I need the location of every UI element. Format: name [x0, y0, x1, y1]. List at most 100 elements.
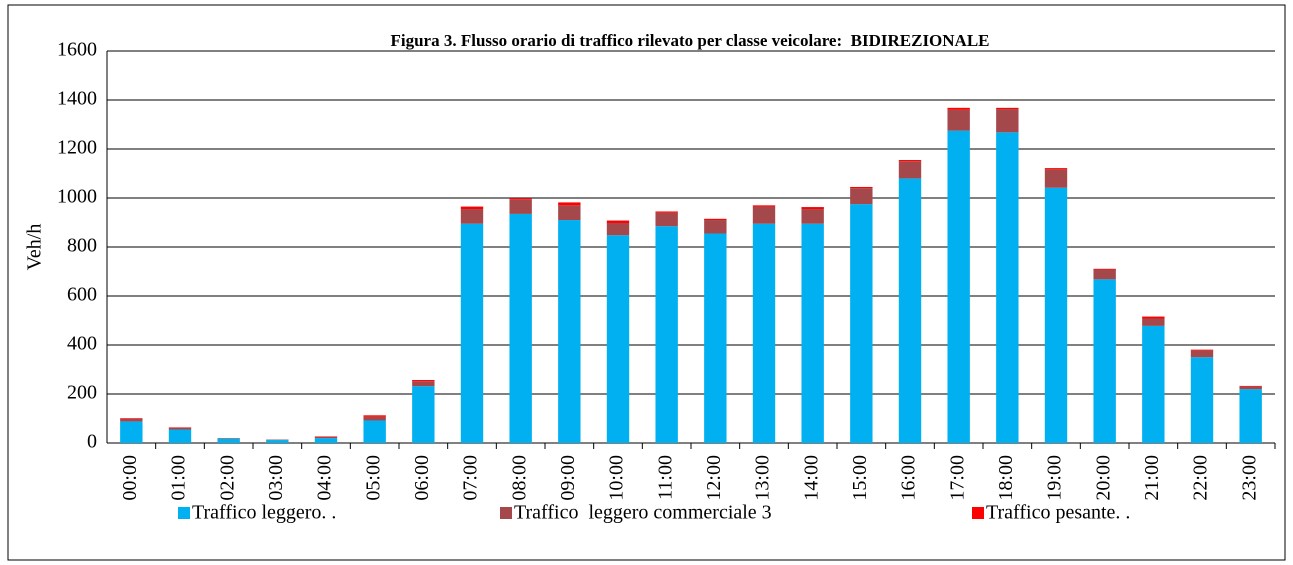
bar-segment	[509, 198, 532, 200]
y-tick-label: 1200	[57, 137, 97, 159]
bar-segment	[509, 213, 532, 443]
bar-segment	[558, 202, 581, 206]
bar-segment	[412, 380, 435, 382]
bar-segment	[460, 223, 484, 443]
bar-segment	[996, 107, 1019, 110]
y-tick-label: 600	[67, 284, 97, 306]
bar-segment	[509, 199, 532, 214]
x-tick-label: 10:00	[606, 455, 628, 501]
bar-segment	[168, 429, 192, 443]
bar-segment	[704, 220, 727, 234]
bar-segment	[412, 381, 435, 387]
chart-frame	[7, 4, 1286, 561]
y-tick-label: 400	[67, 333, 97, 355]
x-tick-label: 22:00	[1190, 455, 1212, 501]
bar-segment	[1190, 350, 1214, 358]
bar-segment	[558, 220, 581, 443]
bar-segment	[1044, 168, 1068, 170]
bar-segment	[217, 438, 240, 443]
bar-segment	[850, 188, 873, 205]
x-tick-label: 01:00	[168, 455, 190, 501]
bar-segment	[947, 109, 970, 131]
bar-segment	[1142, 318, 1165, 326]
bar-segment	[558, 205, 581, 221]
bar-segment	[752, 205, 776, 207]
bar-segment	[655, 212, 678, 227]
bar-segment	[1142, 316, 1165, 319]
x-tick-label: 05:00	[362, 455, 384, 501]
x-tick-label: 20:00	[1092, 455, 1114, 501]
x-tick-label: 14:00	[800, 455, 822, 501]
bar-segment	[752, 223, 776, 443]
bar-segment	[655, 226, 678, 443]
y-tick-label: 0	[87, 431, 97, 453]
x-tick-label: 19:00	[1044, 455, 1066, 501]
bar-segment	[1239, 386, 1262, 390]
bar-segment	[947, 107, 970, 110]
bar-segment	[850, 186, 873, 189]
bar-segment	[1093, 279, 1116, 443]
y-tick-label: 200	[67, 382, 97, 404]
bar-segment	[266, 440, 289, 443]
bar-segment	[460, 209, 484, 224]
bar-segment	[606, 220, 630, 223]
x-tick-label: 17:00	[946, 455, 968, 501]
x-tick-label: 21:00	[1141, 455, 1163, 501]
bar-segment	[801, 223, 824, 443]
x-tick-label: 04:00	[314, 455, 336, 501]
bar-segment	[996, 132, 1019, 443]
bar-segment	[801, 207, 824, 210]
x-tick-label: 03:00	[265, 455, 287, 501]
bar-segment	[1190, 349, 1214, 351]
bar-segment	[314, 436, 338, 439]
bar-segment	[120, 421, 143, 443]
bar-segment	[655, 211, 678, 213]
bar-segment	[996, 109, 1019, 133]
y-axis-label: Veh/h	[24, 224, 46, 271]
bar-segment	[752, 206, 776, 224]
x-tick-label: 18:00	[995, 455, 1017, 501]
bar-segment	[898, 160, 922, 162]
x-tick-label: 16:00	[898, 455, 920, 501]
x-tick-label: 08:00	[508, 455, 530, 501]
bar-segment	[1044, 187, 1068, 443]
x-tick-label: 06:00	[411, 455, 433, 501]
bar-segment	[898, 178, 922, 443]
x-tick-label: 12:00	[703, 455, 725, 501]
bar-segment	[1142, 325, 1165, 443]
x-tick-label: 11:00	[654, 455, 676, 500]
x-tick-label: 07:00	[460, 455, 482, 501]
bar-segment	[314, 438, 338, 443]
bar-segment	[460, 206, 484, 210]
x-tick-label: 09:00	[557, 455, 579, 501]
bar-segment	[120, 418, 143, 419]
x-tick-label: 23:00	[1238, 455, 1260, 501]
bar-segment	[704, 218, 727, 221]
legend-swatch	[500, 507, 512, 519]
x-tick-label: 13:00	[752, 455, 774, 501]
bar-segment	[168, 427, 192, 430]
x-tick-label: 02:00	[216, 455, 238, 501]
bar-segment	[1093, 268, 1116, 270]
bar-segment	[1239, 385, 1262, 387]
bar-segment	[898, 161, 922, 179]
bar-segment	[1239, 389, 1262, 443]
bar-segment	[947, 130, 970, 443]
bar-segment	[1093, 269, 1116, 280]
y-tick-label: 1600	[57, 39, 97, 61]
bar-segment	[606, 222, 630, 236]
bar-segment	[120, 418, 143, 422]
legend-swatch	[178, 507, 190, 519]
bar-segment	[363, 415, 386, 417]
bar-segment	[1044, 169, 1068, 188]
x-tick-label: 00:00	[119, 455, 141, 501]
y-tick-label: 1000	[57, 186, 97, 208]
bar-segment	[363, 416, 386, 421]
bar-segment	[704, 233, 727, 443]
bar-segment	[363, 420, 386, 443]
x-tick-label: 15:00	[849, 455, 871, 501]
legend-label: Traffico leggero commerciale 3	[514, 502, 772, 524]
legend-label: Traffico leggero. .	[192, 502, 336, 524]
